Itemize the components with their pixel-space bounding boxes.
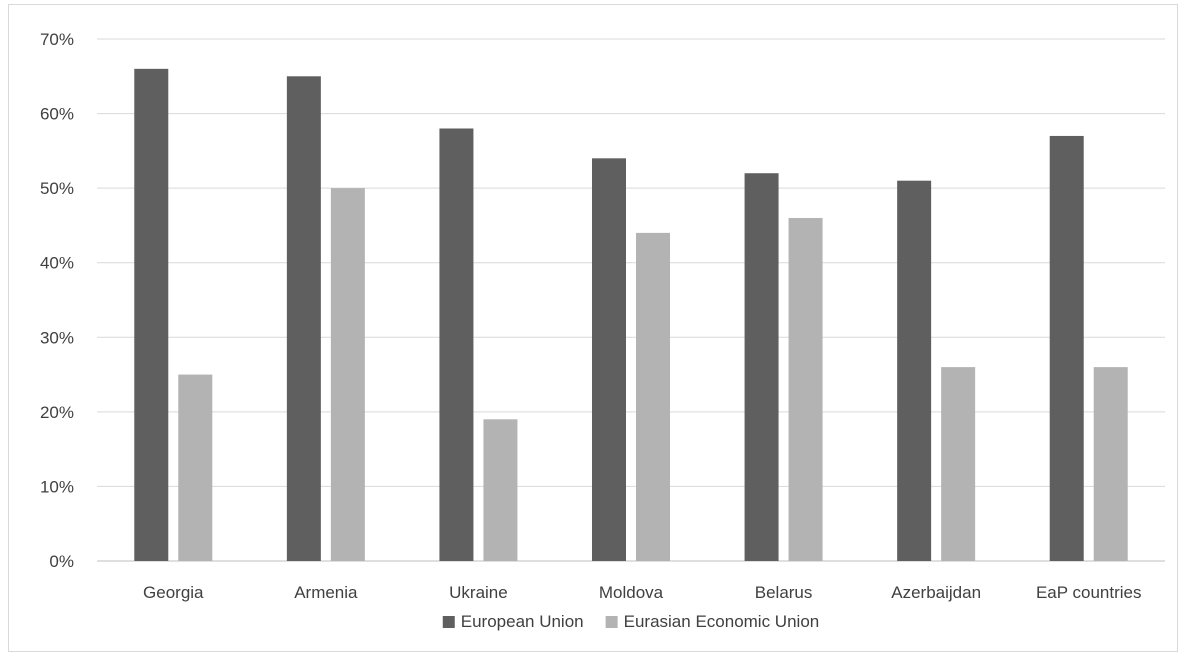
- bar-eurasian-economic-union-ukraine: [483, 419, 518, 561]
- bar-european-union-moldova: [592, 158, 626, 562]
- bar-eurasian-economic-union-eap-countries: [1093, 367, 1128, 561]
- bar-eurasian-economic-union-azerbaijdan: [941, 367, 976, 561]
- y-tick-label: 10%: [40, 477, 74, 496]
- bar-european-union-azerbaijdan: [897, 180, 932, 561]
- x-tick-label: Azerbaijdan: [891, 583, 981, 602]
- bar-eurasian-economic-union-armenia: [330, 188, 365, 561]
- x-axis-labels: Georgia Armenia Ukraine Moldova Belarus Azerb…: [143, 583, 1141, 602]
- legend-label-eurasian-economic-union: Eurasian Economic Union: [624, 612, 820, 631]
- legend-swatch-eurasian-economic-union: [605, 616, 618, 628]
- x-tick-label: Moldova: [599, 583, 664, 602]
- bar-european-union-eap-countries: [1049, 135, 1084, 561]
- gridlines: [97, 38, 1165, 562]
- y-tick-label: 70%: [40, 30, 74, 49]
- y-tick-label: 0%: [49, 552, 74, 571]
- legend-label-european-union: European Union: [461, 612, 584, 631]
- y-tick-label: 50%: [40, 179, 74, 198]
- bar-eurasian-economic-union-georgia: [178, 374, 213, 561]
- legend: European Union Eurasian Economic Union: [442, 612, 820, 631]
- bar-eurasian-economic-union-moldova: [636, 232, 670, 561]
- y-tick-label: 60%: [40, 105, 74, 124]
- x-tick-label: Armenia: [294, 583, 358, 602]
- x-tick-label: Georgia: [143, 583, 204, 602]
- y-tick-label: 30%: [40, 328, 74, 347]
- bar-european-union-belarus: [744, 173, 779, 561]
- x-tick-label: Ukraine: [449, 583, 508, 602]
- bar-european-union-georgia: [134, 68, 169, 561]
- y-axis-labels: 0% 10% 20% 30% 40% 50% 60% 70%: [40, 30, 74, 571]
- bar-european-union-armenia: [286, 76, 321, 562]
- bars: [134, 68, 1128, 562]
- bar-european-union-ukraine: [439, 128, 474, 561]
- x-tick-label: Belarus: [755, 583, 813, 602]
- x-tick-label: EaP countries: [1036, 583, 1142, 602]
- bar-eurasian-economic-union-belarus: [788, 217, 823, 561]
- legend-swatch-european-union: [442, 616, 455, 628]
- y-tick-label: 40%: [40, 254, 74, 273]
- y-tick-label: 20%: [40, 403, 74, 422]
